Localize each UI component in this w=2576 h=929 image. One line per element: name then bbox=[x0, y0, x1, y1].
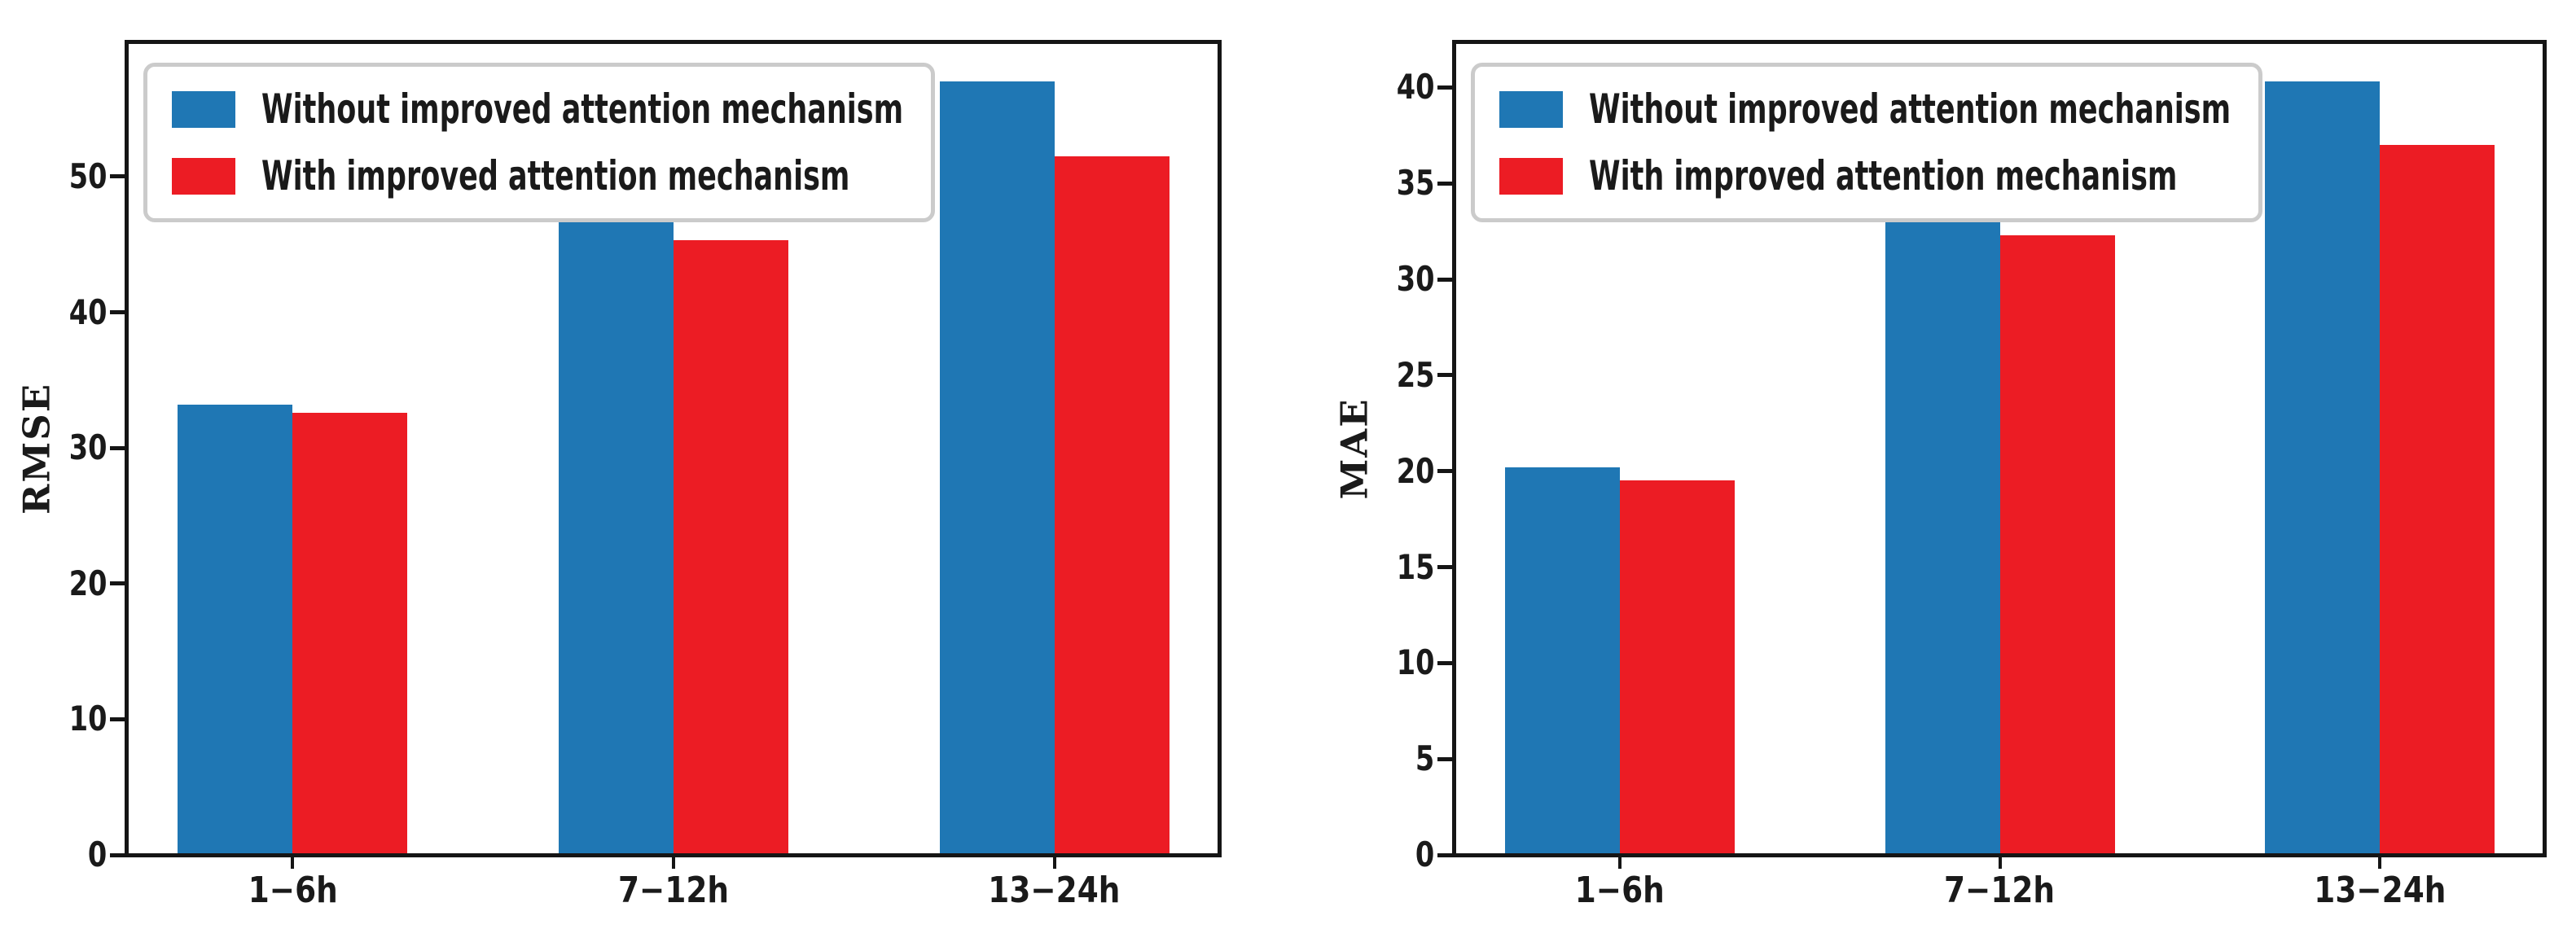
bar-rmse-13-24h-with bbox=[1054, 156, 1170, 854]
legend-label-box: With improved attention mechanism bbox=[1589, 153, 2177, 199]
bar-mae-1-6h-with bbox=[1619, 480, 1735, 854]
mae-y-tick-label: 25 bbox=[1396, 354, 1434, 395]
mae-y-tick-mark bbox=[1437, 373, 1452, 378]
legend-label-with: With improved attention mechanism bbox=[261, 152, 850, 199]
mae-y-tick-label: 35 bbox=[1396, 163, 1434, 204]
legend-label-box: Without improved attention mechanism bbox=[261, 86, 903, 132]
legend-item-with: With improved attention mechanism bbox=[172, 153, 903, 199]
mae-y-tick-label: 0 bbox=[1415, 835, 1434, 874]
bar-rmse-13-24h-without bbox=[939, 81, 1055, 854]
mae-y-tick-label: 5 bbox=[1415, 738, 1434, 779]
mae-y-tick-label: 15 bbox=[1396, 546, 1434, 587]
bar-rmse-7-12h-without bbox=[559, 208, 674, 854]
mae-y-tick-label: 40 bbox=[1396, 67, 1434, 107]
rmse-y-tick-label: 20 bbox=[68, 563, 107, 603]
rmse-y-tick-mark bbox=[110, 310, 125, 315]
bar-mae-7-12h-with bbox=[1999, 234, 2115, 854]
mae-y-tick-mark bbox=[1437, 565, 1452, 570]
legend-label-box: Without improved attention mechanism bbox=[1589, 86, 2231, 132]
legend-label-box: With improved attention mechanism bbox=[261, 153, 849, 199]
rmse-y-tick-mark bbox=[110, 581, 125, 586]
bar-mae-1-6h-without bbox=[1504, 467, 1620, 854]
bar-rmse-1-6h-with bbox=[292, 412, 408, 854]
rmse-x-tick-label-7-12h: 7−12h bbox=[617, 870, 730, 911]
mae-y-tick-mark bbox=[1437, 181, 1452, 186]
legend-item-without: Without improved attention mechanism bbox=[1499, 86, 2231, 132]
rmse-x-tick-label-13-24h: 13−24h bbox=[988, 870, 1121, 911]
mae-x-tick-label-7-12h: 7−12h bbox=[1944, 870, 2056, 911]
legend-item-with: With improved attention mechanism bbox=[1499, 153, 2231, 199]
rmse-y-tick-mark bbox=[110, 174, 125, 179]
rmse-x-tick-mark bbox=[1052, 857, 1056, 869]
mae-y-tick-mark bbox=[1437, 469, 1452, 474]
legend-label-without: Without improved attention mechanism bbox=[1589, 85, 2232, 133]
legend-label-with: With improved attention mechanism bbox=[1589, 152, 2178, 199]
mae-y-tick-mark bbox=[1437, 756, 1452, 761]
rmse-x-tick-mark bbox=[291, 857, 295, 869]
bar-mae-13-24h-without bbox=[2265, 81, 2381, 854]
rmse-y-tick-label: 40 bbox=[68, 291, 107, 332]
legend-label-without: Without improved attention mechanism bbox=[261, 85, 904, 133]
mae-y-tick-mark bbox=[1437, 660, 1452, 665]
mae-x-tick-mark bbox=[1617, 857, 1622, 869]
mae-x-tick-mark bbox=[2378, 857, 2382, 869]
bar-rmse-7-12h-with bbox=[674, 240, 788, 854]
mae-y-tick-label: 10 bbox=[1396, 642, 1434, 683]
mae-y-tick-mark bbox=[1437, 277, 1452, 282]
mae-y-tick-label: 30 bbox=[1396, 259, 1434, 300]
mae-x-tick-label-1-6h: 1−6h bbox=[1574, 870, 1665, 911]
bar-mae-7-12h-without bbox=[1885, 199, 2000, 854]
rmse-y-tick-label: 30 bbox=[68, 427, 107, 468]
bar-rmse-1-6h-without bbox=[178, 404, 293, 854]
rmse-y-axis-label: RMSE bbox=[15, 382, 59, 515]
rmse-x-tick-label-1-6h: 1−6h bbox=[248, 870, 338, 911]
rmse-x-tick-mark bbox=[672, 857, 675, 869]
mae-y-axis-label: MAE bbox=[1332, 397, 1376, 500]
blue-swatch-icon bbox=[172, 90, 235, 128]
mae-x-tick-label-13-24h: 13−24h bbox=[2314, 870, 2447, 911]
rmse-y-tick-label: 10 bbox=[68, 699, 107, 739]
rmse-legend: Without improved attention mechanism Wit… bbox=[143, 63, 936, 222]
rmse-y-tick-label: 0 bbox=[87, 835, 107, 874]
red-swatch-icon bbox=[172, 157, 235, 195]
mae-x-tick-mark bbox=[1998, 857, 2002, 869]
legend-item-without: Without improved attention mechanism bbox=[172, 86, 903, 132]
mae-y-tick-mark bbox=[1437, 852, 1452, 857]
rmse-y-tick-mark bbox=[110, 852, 125, 857]
rmse-y-tick-label: 50 bbox=[68, 156, 107, 196]
rmse-y-tick-mark bbox=[110, 445, 125, 450]
mae-y-tick-label: 20 bbox=[1396, 450, 1434, 491]
red-swatch-icon bbox=[1499, 157, 1563, 195]
mae-y-tick-mark bbox=[1437, 85, 1452, 90]
bar-mae-13-24h-with bbox=[2380, 145, 2495, 854]
rmse-y-tick-mark bbox=[110, 716, 125, 721]
blue-swatch-icon bbox=[1499, 90, 1563, 128]
mae-legend: Without improved attention mechanism Wit… bbox=[1471, 63, 2263, 222]
